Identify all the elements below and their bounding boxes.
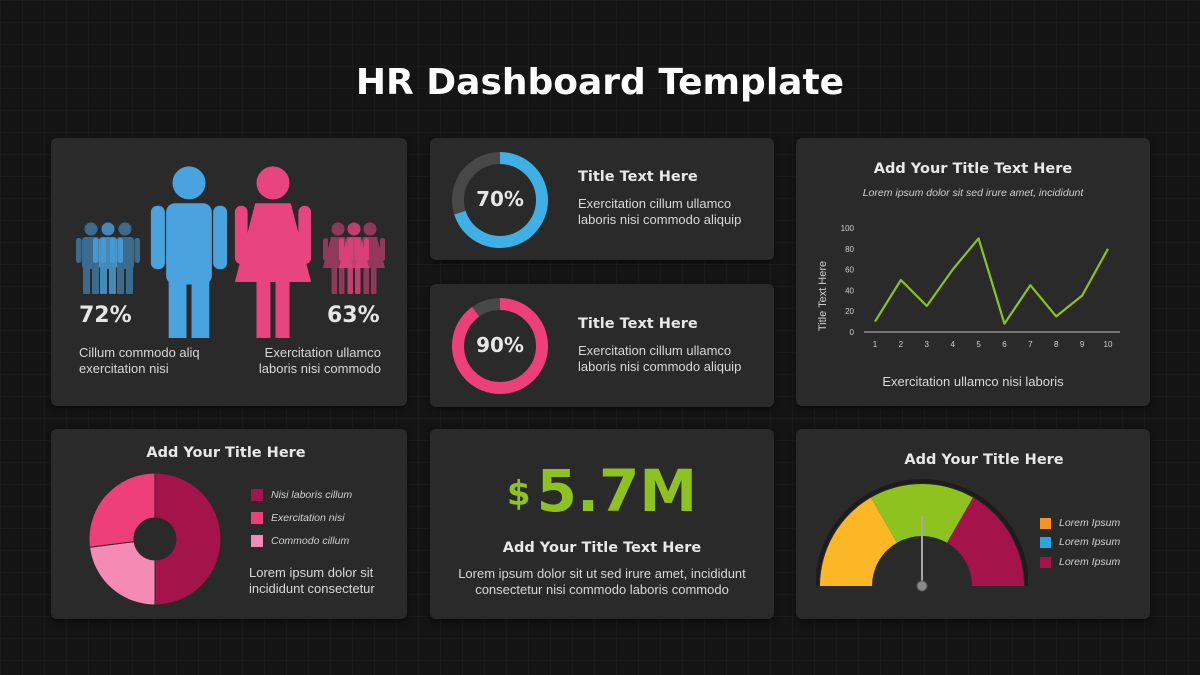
gauge-segment xyxy=(820,497,897,586)
legend-swatch xyxy=(251,512,263,524)
kpi-value: 5.7M xyxy=(536,457,698,525)
y-tick-label: 40 xyxy=(845,286,854,295)
line-chart-subtitle: Lorem ipsum dolor sit sed irure amet, in… xyxy=(862,187,1084,199)
kpi-title: Add Your Title Text Here xyxy=(502,540,702,556)
y-tick-label: 80 xyxy=(845,245,854,254)
gauge-title: Add Your Title Here xyxy=(904,452,1064,468)
x-tick-label: 5 xyxy=(976,340,981,349)
gauge-hub xyxy=(916,580,928,592)
line-chart-title: Add Your Title Text Here xyxy=(873,161,1073,177)
line-chart-card: Add Your Title Text Here Lorem ipsum dol… xyxy=(796,138,1150,406)
donut-title-2: Title Text Here xyxy=(578,316,698,332)
kpi-description: Lorem ipsum dolor sit ut sed irure amet,… xyxy=(458,566,746,597)
male-icon xyxy=(150,166,228,338)
donut-text-2: Exercitation cillum ullamco laboris nisi… xyxy=(578,343,742,374)
y-tick-label: 0 xyxy=(850,328,855,337)
progress-value-1: 70% xyxy=(476,187,524,211)
y-tick-label: 60 xyxy=(845,266,854,275)
gauge-rim xyxy=(816,479,1028,587)
page-title: HR Dashboard Template xyxy=(355,62,845,103)
pie-legend-item: Nisi laboris cillum xyxy=(251,489,352,501)
gauge-chart xyxy=(816,479,1028,592)
x-tick-label: 6 xyxy=(1002,340,1007,349)
gauge-legend-item: Lorem Ipsum xyxy=(1040,517,1120,529)
line-chart: Title Text Here 0 20 40 60 80 100 1 2 3 4 5 6 7 8 9 10 xyxy=(817,224,1120,349)
female-icon xyxy=(234,166,312,338)
male-description: Cillum commodo aliq exercitation nisi xyxy=(79,345,200,376)
gauge-segment xyxy=(947,497,1024,586)
legend-swatch xyxy=(251,535,263,547)
donut-card-2: 90% Title Text Here Exercitation cillum … xyxy=(430,284,774,407)
x-tick-label: 3 xyxy=(925,340,930,349)
pie-slice xyxy=(88,472,156,548)
donut-card-1: 70% Title Text Here Exercitation cillum … xyxy=(430,138,774,260)
female-percent: 63% xyxy=(327,303,380,328)
pie-legend: Nisi laboris cillum Exercitation nisi Co… xyxy=(251,489,401,559)
male-percent: 72% xyxy=(79,303,132,328)
legend-swatch xyxy=(1040,517,1051,529)
progress-arc xyxy=(452,298,548,394)
female-description: Exercitation ullamco laboris nisi commod… xyxy=(258,345,381,376)
x-tick-label: 8 xyxy=(1054,340,1059,349)
gauge-card: Add Your Title Here Lorem Ipsum Lorem Ip… xyxy=(796,429,1150,619)
progress-ring-1 xyxy=(452,152,548,248)
gauge-legend-item: Lorem Ipsum xyxy=(1040,556,1120,568)
x-tick-label: 10 xyxy=(1104,340,1113,349)
pie-slice xyxy=(88,541,156,606)
legend-swatch xyxy=(1040,556,1051,568)
x-tick-label: 4 xyxy=(950,340,955,349)
pie-chart xyxy=(88,472,222,606)
legend-swatch xyxy=(251,489,263,501)
pie-slice xyxy=(154,472,222,606)
x-tick-label: 9 xyxy=(1080,340,1085,349)
pie-legend-item: Exercitation nisi xyxy=(251,512,345,524)
line-series xyxy=(874,237,1109,325)
donut-text-1: Exercitation cillum ullamco laboris nisi… xyxy=(578,196,742,227)
gauge-legend: Lorem Ipsum Lorem Ipsum Lorem Ipsum xyxy=(1040,517,1150,577)
gauge-segment xyxy=(871,484,973,543)
kpi-value-row: $5.7M xyxy=(430,457,774,525)
y-tick-label: 100 xyxy=(841,224,855,233)
progress-ring-2 xyxy=(452,298,548,394)
y-tick-label: 20 xyxy=(845,307,854,316)
x-tick-label: 1 xyxy=(873,340,878,349)
progress-arc xyxy=(452,152,548,248)
donut-title-1: Title Text Here xyxy=(578,169,698,185)
line-chart-ylabel: Title Text Here xyxy=(817,261,829,331)
x-tick-label: 7 xyxy=(1028,340,1033,349)
pie-title: Add Your Title Here xyxy=(146,445,306,461)
progress-value-2: 90% xyxy=(476,333,524,357)
pie-card: Add Your Title Here Nisi laboris cillum … xyxy=(51,429,407,619)
x-tick-label: 2 xyxy=(899,340,904,349)
line-chart-caption: Exercitation ullamco nisi laboris xyxy=(882,374,1064,389)
gauge-legend-item: Lorem Ipsum xyxy=(1040,536,1120,548)
kpi-card: $5.7M Add Your Title Text Here Lorem ips… xyxy=(430,429,774,619)
pie-legend-item: Commodo cillum xyxy=(251,535,349,547)
pie-description: Lorem ipsum dolor sit incididunt consect… xyxy=(249,565,375,596)
people-card: 72% 63% Cillum commodo aliq exercitation… xyxy=(51,138,407,406)
legend-swatch xyxy=(1040,536,1051,548)
kpi-currency: $ xyxy=(506,474,531,514)
